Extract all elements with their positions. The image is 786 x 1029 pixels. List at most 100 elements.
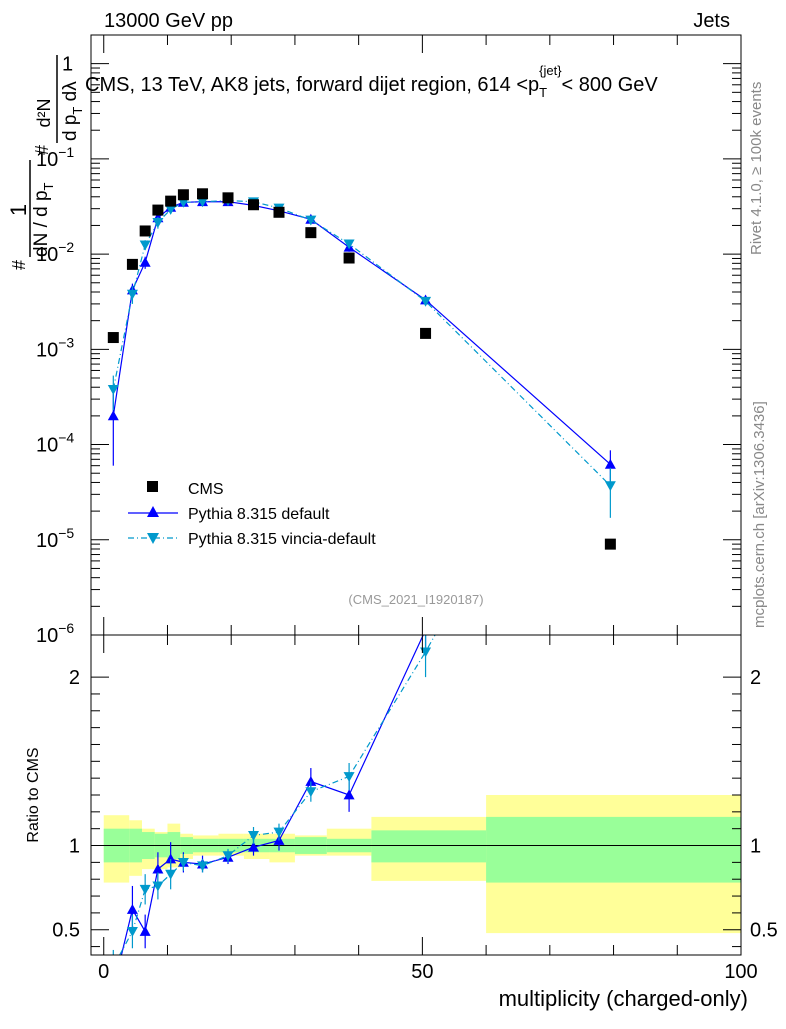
main-point-vincia	[139, 240, 151, 251]
main-axes: 110−110−210−310−410−510−6	[36, 35, 742, 647]
default-line	[112, 201, 611, 465]
ratio-point-default	[248, 841, 259, 852]
ratio-point-vincia	[420, 647, 432, 658]
header-left: 13000 GeV pp	[104, 10, 233, 32]
ylabel-frac1-den-sub: T	[41, 182, 56, 190]
main-point-cms	[126, 258, 138, 270]
ylabel-hash-2: #	[32, 145, 52, 155]
ratio-ytick-label-right: 0.5	[750, 920, 778, 942]
title-sub: T	[539, 85, 547, 100]
ratio-plot-area	[91, 319, 741, 993]
title-suffix: < 800 GeV	[562, 74, 659, 96]
legend-default-label: Pythia 8.315 default	[188, 506, 330, 523]
main-ytick-label: 10−3	[36, 334, 74, 361]
main-point-cms	[604, 538, 616, 550]
main-point-cms	[165, 195, 177, 207]
ratio-point-default	[152, 863, 164, 874]
ratio-point-default	[343, 789, 355, 800]
ylabel-frac2-num: d²N	[34, 98, 54, 127]
main-point-vincia	[126, 289, 138, 300]
main-ytick-exp: −2	[58, 239, 74, 255]
ratio-point-vincia	[152, 881, 164, 892]
main-point-default	[139, 256, 151, 267]
ylabel-frac2-den: d pT dλ	[60, 81, 85, 141]
main-point-cms	[305, 227, 317, 239]
ylabel-frac2-den-pre: d p	[60, 115, 81, 141]
main-ytick-label: 10−5	[36, 525, 74, 552]
ratio-point-vincia	[222, 851, 234, 862]
main-point-cms	[152, 204, 164, 216]
ratio-point-default	[420, 624, 431, 634]
main-plot-area	[107, 188, 616, 550]
main-ytick-exp: −3	[58, 334, 74, 350]
ratio-ytick-label-right: 1	[750, 836, 761, 858]
main-ytick-exp: −4	[58, 430, 74, 446]
title-sup: {jet}	[539, 63, 562, 78]
main-ytick-exp: −5	[58, 525, 74, 541]
ratio-point-vincia	[605, 319, 616, 329]
main-ytick-base: 1	[62, 54, 73, 76]
main-panel: 110−110−210−310−410−510−6 CMS, 13 TeV, A…	[6, 34, 742, 647]
ratio-point-default	[305, 776, 317, 786]
main-point-cms	[248, 199, 259, 211]
chart-title: CMS, 13 TeV, AK8 jets, forward dijet reg…	[85, 63, 658, 100]
main-ytick-base: 10	[36, 244, 58, 266]
ratio-ytick-label: 1	[69, 836, 80, 858]
main-point-cms	[197, 188, 209, 200]
main-ytick-label: 1	[62, 54, 73, 76]
main-point-cms	[343, 252, 355, 264]
legend-vincia-marker	[147, 533, 159, 544]
ylabel-hash-1: #	[9, 260, 29, 270]
main-point-vincia	[305, 215, 317, 226]
main-point-default	[604, 458, 616, 469]
ratio-point-default	[108, 983, 119, 993]
main-ytick-label: 10−6	[36, 620, 74, 647]
ratio-xtick-label: 100	[724, 961, 757, 983]
main-point-cms	[107, 332, 119, 344]
title-prefix: CMS, 13 TeV, AK8 jets, forward dijet reg…	[85, 74, 528, 96]
main-point-vincia	[177, 197, 189, 208]
ratio-point-vincia	[126, 927, 138, 937]
main-ytick-label: 10−4	[36, 430, 74, 457]
ratio-point-default	[165, 853, 177, 864]
title-p: p	[528, 74, 539, 96]
legend: CMS Pythia 8.315 default Pythia 8.315 vi…	[128, 481, 376, 548]
main-ytick-base: 10	[36, 625, 58, 647]
ratio-xtick-label: 0	[98, 961, 109, 983]
header-right: Jets	[693, 10, 730, 32]
main-ytick-base: 10	[36, 149, 58, 171]
mcplots-label: mcplots.cern.ch [arXiv:1306.3436]	[751, 401, 768, 628]
ratio-point-vincia	[305, 787, 317, 798]
ylabel-frac2-den-sub: T	[70, 107, 85, 115]
main-point-cms	[420, 327, 432, 339]
ratio-ytick-label: 0.5	[52, 920, 80, 942]
legend-cms-marker	[147, 481, 158, 492]
main-point-vincia	[420, 296, 432, 307]
ylabel-frac2-den-post: dλ	[60, 81, 81, 107]
main-ytick-base: 10	[36, 435, 58, 457]
ylabel-frac1-den-pre: dN / d p	[31, 190, 52, 257]
main-point-cms	[273, 206, 285, 218]
main-point-cms	[222, 192, 234, 204]
legend-vincia-label: Pythia 8.315 vincia-default	[188, 531, 376, 548]
main-point-default	[107, 410, 119, 421]
analysis-id: (CMS_2021_I1920187)	[348, 592, 483, 607]
main-ytick-exp: −1	[58, 144, 74, 160]
main-ytick-exp: −6	[58, 620, 74, 636]
legend-cms-label: CMS	[188, 481, 224, 498]
main-point-vincia	[165, 204, 177, 215]
ratio-band-inner	[486, 816, 741, 883]
ratio-point-vincia	[248, 831, 259, 841]
ratio-panel: 0.5 0.5 1 1 2 2 0 50 100 Ratio to CMS multiplici…	[25, 319, 778, 1011]
main-point-vincia	[197, 197, 209, 208]
ratio-xtick-label: 50	[411, 961, 433, 983]
ratio-band-inner	[371, 830, 487, 863]
main-ytick-label: 10−1	[36, 144, 74, 171]
ratio-axes: 0.5 0.5 1 1 2 2 0 50 100	[52, 635, 778, 983]
ratio-vincia-line	[118, 635, 436, 955]
ratio-ytick-label-right: 2	[750, 667, 761, 689]
rivet-label: Rivet 4.1.0, ≥ 100k events	[748, 82, 765, 255]
main-ytick-base: 10	[36, 339, 58, 361]
